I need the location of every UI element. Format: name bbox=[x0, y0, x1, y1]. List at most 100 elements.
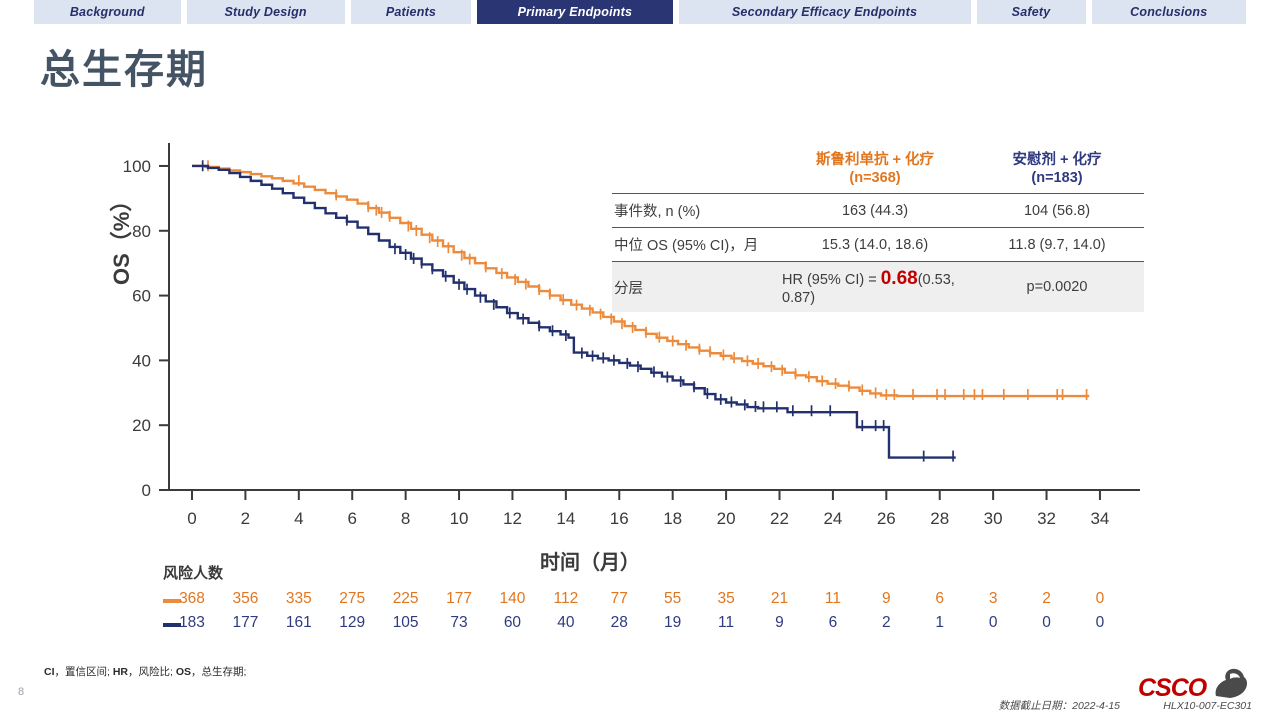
hazard-ratio-row: 分层 HR (95% CI) = 0.68(0.53, 0.87) p=0.00… bbox=[612, 261, 1144, 313]
risk-count: 112 bbox=[553, 590, 579, 607]
tab-patients[interactable]: Patients bbox=[350, 0, 472, 24]
x-tick-label: 4 bbox=[294, 509, 303, 528]
x-tick-label: 16 bbox=[610, 509, 629, 528]
tab-study-design[interactable]: Study Design bbox=[186, 0, 345, 24]
page-number: 8 bbox=[18, 686, 25, 698]
x-tick-label: 20 bbox=[717, 509, 736, 528]
x-tick-label: 2 bbox=[241, 509, 250, 528]
results-table-header-row: 斯鲁利单抗 + 化疗 (n=368) 安慰剂 + 化疗 (n=183) bbox=[612, 145, 1144, 194]
x-tick-label: 18 bbox=[663, 509, 682, 528]
x-tick-label: 26 bbox=[877, 509, 896, 528]
hazard-ratio-cell: HR (95% CI) = 0.68(0.53, 0.87) bbox=[780, 262, 970, 313]
risk-count: 11 bbox=[718, 614, 735, 631]
study-id: HLX10-007-EC301 bbox=[1163, 700, 1252, 712]
risk-count: 177 bbox=[232, 614, 259, 631]
hr-ci: (0.53, 0.87) bbox=[782, 272, 955, 307]
risk-count: 0 bbox=[1042, 614, 1051, 631]
legend-dash-arm-b-icon bbox=[163, 623, 181, 627]
footnote: CI，置信区间; HR，风险比; OS，总生存期; bbox=[44, 666, 247, 678]
risk-count: 19 bbox=[664, 614, 682, 631]
x-tick-label: 14 bbox=[556, 509, 575, 528]
table-row: 中位 OS (95% CI)，月 15.3 (14.0, 18.6) 11.8 … bbox=[612, 227, 1144, 262]
risk-count: 40 bbox=[557, 614, 575, 631]
risk-count: 335 bbox=[285, 590, 312, 607]
row-label-events: 事件数, n (%) bbox=[614, 204, 701, 221]
y-tick-label: 100 bbox=[123, 157, 151, 176]
tab-primary-endpoints[interactable]: Primary Endpoints bbox=[477, 0, 673, 24]
x-tick-label: 32 bbox=[1037, 509, 1056, 528]
x-tick-label: 12 bbox=[503, 509, 522, 528]
risk-count: 35 bbox=[717, 590, 735, 607]
x-tick-label: 24 bbox=[823, 509, 842, 528]
risk-count: 140 bbox=[499, 590, 526, 607]
x-axis-label: 时间（月） bbox=[540, 552, 640, 574]
row-events-arm-a: 163 (44.3) bbox=[841, 202, 909, 219]
header-arm-b-n: (n=183) bbox=[1031, 170, 1083, 187]
risk-count: 21 bbox=[770, 590, 789, 607]
risk-count: 1 bbox=[935, 614, 945, 631]
header-arm-a-n: (n=368) bbox=[849, 170, 901, 187]
risk-count: 73 bbox=[450, 614, 468, 631]
risk-count: 129 bbox=[339, 614, 366, 631]
tab-background[interactable]: Background bbox=[34, 0, 181, 24]
risk-count: 55 bbox=[664, 590, 682, 607]
risk-count: 161 bbox=[285, 614, 312, 631]
x-tick-label: 10 bbox=[450, 509, 469, 528]
table-row: 事件数, n (%) 163 (44.3) 104 (56.8) bbox=[612, 193, 1144, 228]
section-tabs[interactable]: Background Study Design Patients Primary En… bbox=[0, 0, 1280, 26]
x-tick-label: 34 bbox=[1090, 509, 1109, 528]
risk-row-arm-a: 368 356 335 275 225 177 140 112 77 55 35 21 11 9 6 3 2 0 bbox=[0, 590, 1180, 612]
p-value: p=0.0020 bbox=[1026, 279, 1088, 296]
csco-logo-text: CSCO bbox=[1138, 674, 1207, 702]
risk-count: 3 bbox=[988, 590, 998, 607]
risk-table-title: 风险人数 bbox=[163, 565, 224, 582]
y-tick-label: 20 bbox=[132, 416, 151, 435]
header-arm-a-name: 斯鲁利单抗 + 化疗 bbox=[815, 152, 935, 168]
header-arm-b: 安慰剂 + 化疗 (n=183) bbox=[970, 145, 1144, 194]
risk-count: 177 bbox=[446, 590, 472, 607]
x-tick-label: 30 bbox=[984, 509, 1003, 528]
x-tick-label: 28 bbox=[930, 509, 949, 528]
risk-count: 6 bbox=[935, 590, 945, 607]
legend-dash-arm-a-icon bbox=[163, 599, 181, 603]
y-tick-label: 80 bbox=[132, 222, 151, 241]
risk-count: 368 bbox=[179, 590, 205, 607]
hr-value: 0.68 bbox=[880, 268, 918, 290]
risk-count: 11 bbox=[824, 590, 841, 607]
strat-label: 分层 bbox=[614, 280, 643, 297]
risk-count: 0 bbox=[1095, 614, 1105, 631]
km-survival-chart: 0 20 40 60 80 100 0 2 4 6 8 10 12 14 16 18 20 22 24 26 28 30 3… bbox=[0, 130, 1180, 570]
risk-count: 77 bbox=[610, 590, 628, 607]
risk-count: 183 bbox=[179, 614, 205, 631]
x-tick-label: 6 bbox=[347, 509, 356, 528]
data-cutoff-date: 数据截止日期：2022-4-15 bbox=[998, 700, 1120, 712]
risk-count: 28 bbox=[610, 614, 628, 631]
risk-count: 2 bbox=[881, 614, 891, 631]
csco-logo: CSCO bbox=[1138, 666, 1248, 706]
x-tick-label: 8 bbox=[401, 509, 410, 528]
y-tick-label: 60 bbox=[132, 287, 151, 306]
row-events-arm-b: 104 (56.8) bbox=[1023, 202, 1091, 219]
tab-conclusions[interactable]: Conclusions bbox=[1091, 0, 1246, 24]
km-curve-arm-b bbox=[192, 164, 956, 459]
x-tick-label: 0 bbox=[187, 509, 196, 528]
tab-secondary-efficacy-endpoints[interactable]: Secondary Efficacy Endpoints bbox=[678, 0, 971, 24]
risk-count: 0 bbox=[988, 614, 998, 631]
risk-count: 60 bbox=[503, 614, 522, 631]
x-tick-label: 22 bbox=[770, 509, 789, 528]
results-table: 斯鲁利单抗 + 化疗 (n=368) 安慰剂 + 化疗 (n=183) 事件数,… bbox=[612, 145, 1144, 313]
risk-count: 9 bbox=[881, 590, 891, 607]
risk-count: 225 bbox=[392, 590, 419, 607]
page-title: 总生存期 bbox=[40, 48, 208, 92]
risk-count: 356 bbox=[232, 590, 259, 607]
risk-row-arm-b: 183 177 161 129 105 73 60 40 28 19 11 9 6 2 1 0 0 0 bbox=[0, 614, 1180, 636]
risk-count: 105 bbox=[392, 614, 419, 631]
csco-dragon-icon bbox=[1215, 668, 1248, 698]
row-label-median-os: 中位 OS (95% CI)，月 bbox=[614, 238, 759, 255]
tab-safety[interactable]: Safety bbox=[976, 0, 1086, 24]
risk-count: 2 bbox=[1042, 590, 1051, 607]
risk-count: 6 bbox=[828, 614, 838, 631]
hr-prefix: HR (95% CI) = bbox=[782, 272, 881, 289]
y-tick-label: 40 bbox=[132, 351, 151, 370]
